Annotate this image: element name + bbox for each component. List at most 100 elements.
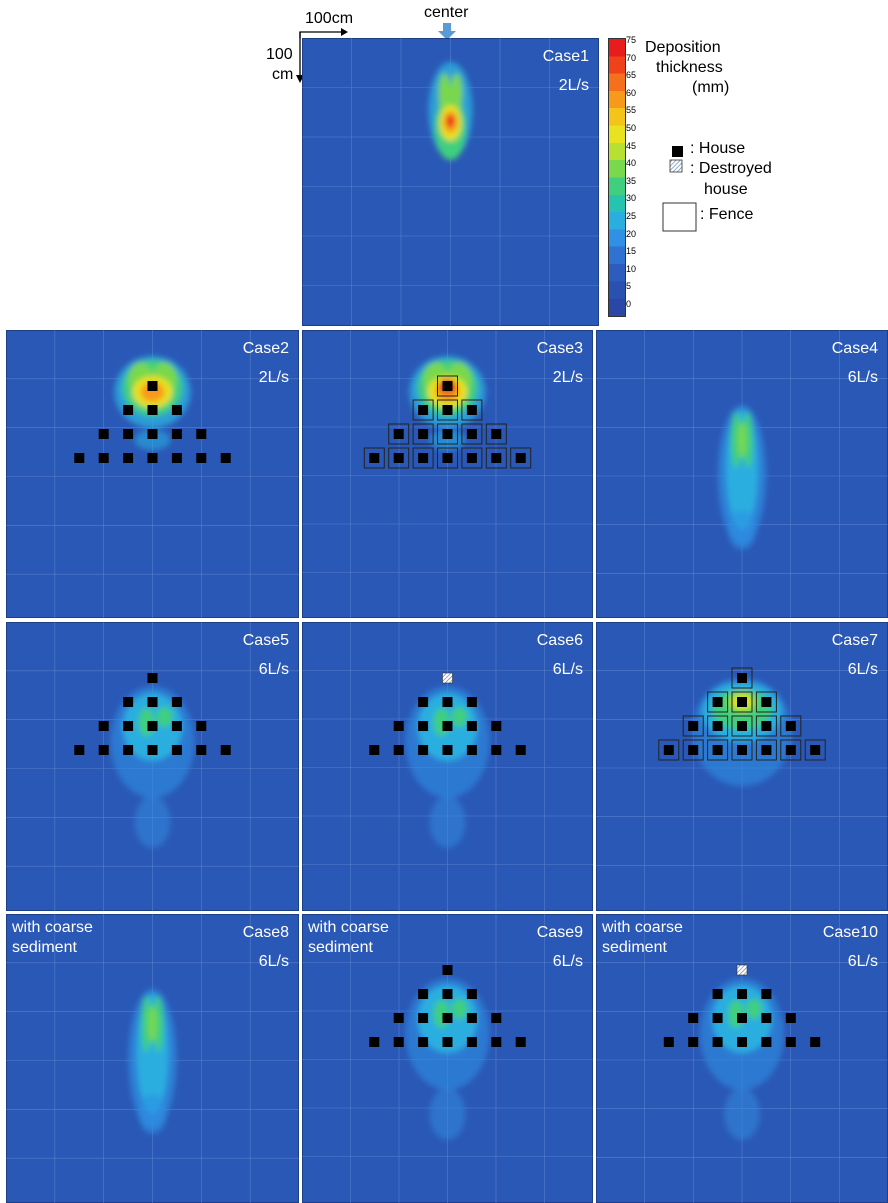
house [761,1037,772,1047]
house-layout [74,673,231,755]
house [688,745,699,755]
house-layout [363,375,532,469]
deposition-colorbar [608,38,626,317]
house [785,745,796,755]
panel-case8: Case8 6L/s with coarse sediment [6,914,299,1203]
destroyed-house [736,964,748,976]
house [442,405,453,415]
case-label: Case7 [831,632,878,649]
legend-destroyed-label-1: : Destroyed [690,160,772,177]
deposition-pattern [405,686,490,848]
flow-rate-label: 2L/s [258,369,289,386]
house [761,745,772,755]
house [369,1037,380,1047]
scale-arrows [296,23,456,83]
panel-plot [302,622,593,911]
house [418,453,429,463]
house [418,989,429,999]
panel-plot [302,38,599,326]
house [737,1013,747,1023]
house [688,1037,699,1047]
house [712,1013,723,1023]
colorbar-tick-label: 35 [626,175,637,186]
house [761,721,772,731]
house [98,453,109,463]
house [442,697,453,707]
house [442,429,453,439]
fence [388,447,410,469]
legend-destroyed-label-2: house [704,181,748,198]
house [712,745,723,755]
house [466,745,477,755]
house [418,721,429,731]
house-layout [663,964,821,1047]
house [220,745,231,755]
house [196,429,207,439]
colorbar-tick-label: 10 [626,263,637,274]
scale-x-label: 100cm [305,10,354,27]
house [98,745,109,755]
scale-y-label-top: 100 [266,46,293,63]
house [515,745,526,755]
panel-case1: Case1 2L/s [302,38,599,326]
house [418,697,429,707]
colorbar-tick-label: 60 [626,87,637,98]
note-line-1: with coarse [308,919,389,936]
house [810,1037,821,1047]
house [98,721,109,731]
center-label: center [424,4,469,21]
house [369,453,380,463]
house [171,453,182,463]
fence [437,447,458,469]
case-label: Case10 [822,924,878,941]
center-arrow-icon [438,23,456,40]
house [466,429,477,439]
fence [780,715,802,737]
house [171,405,182,415]
colorbar-tick-label: 25 [626,211,637,221]
case-label: Case3 [536,340,583,357]
colorbar-tick-label: 45 [626,140,637,151]
panel-case2: Case2 2L/s [6,330,299,618]
fence [485,423,507,445]
house [785,1037,796,1047]
house [712,989,723,999]
house [74,453,85,463]
legend-fence-label: : Fence [700,206,754,223]
house [220,453,231,463]
fence [461,423,483,445]
house [761,989,772,999]
colorbar-title-3: (mm) [692,79,730,96]
house [712,1037,723,1047]
house [147,745,158,755]
house [737,1037,747,1047]
flow-rate-label: 2L/s [552,369,583,386]
house [466,1013,477,1023]
house [737,673,747,683]
note-line-2: sediment [602,939,667,956]
fence [363,447,385,469]
panel-case4: Case4 6L/s [596,330,888,618]
fence [707,691,729,713]
house [442,721,453,731]
panel-plot [302,330,593,618]
house [785,721,796,731]
colorbar-tick-label: 20 [626,228,637,239]
fence [412,423,434,445]
colorbar-tick-label: 30 [626,193,637,204]
note-line-2: sediment [308,939,373,956]
house [491,429,502,439]
panel-case3: Case3 2L/s [302,330,593,618]
deposition-pattern [718,405,766,550]
house [393,1013,404,1023]
fence [510,447,532,469]
note-line-1: with coarse [602,919,683,936]
panel-plot [596,330,888,618]
house [442,1037,453,1047]
house [147,429,158,439]
panel-case9: Case9 6L/s with coarse sediment [302,914,593,1203]
panel-grid [6,330,299,618]
fence [412,399,434,421]
house [171,697,182,707]
fence [804,739,826,761]
